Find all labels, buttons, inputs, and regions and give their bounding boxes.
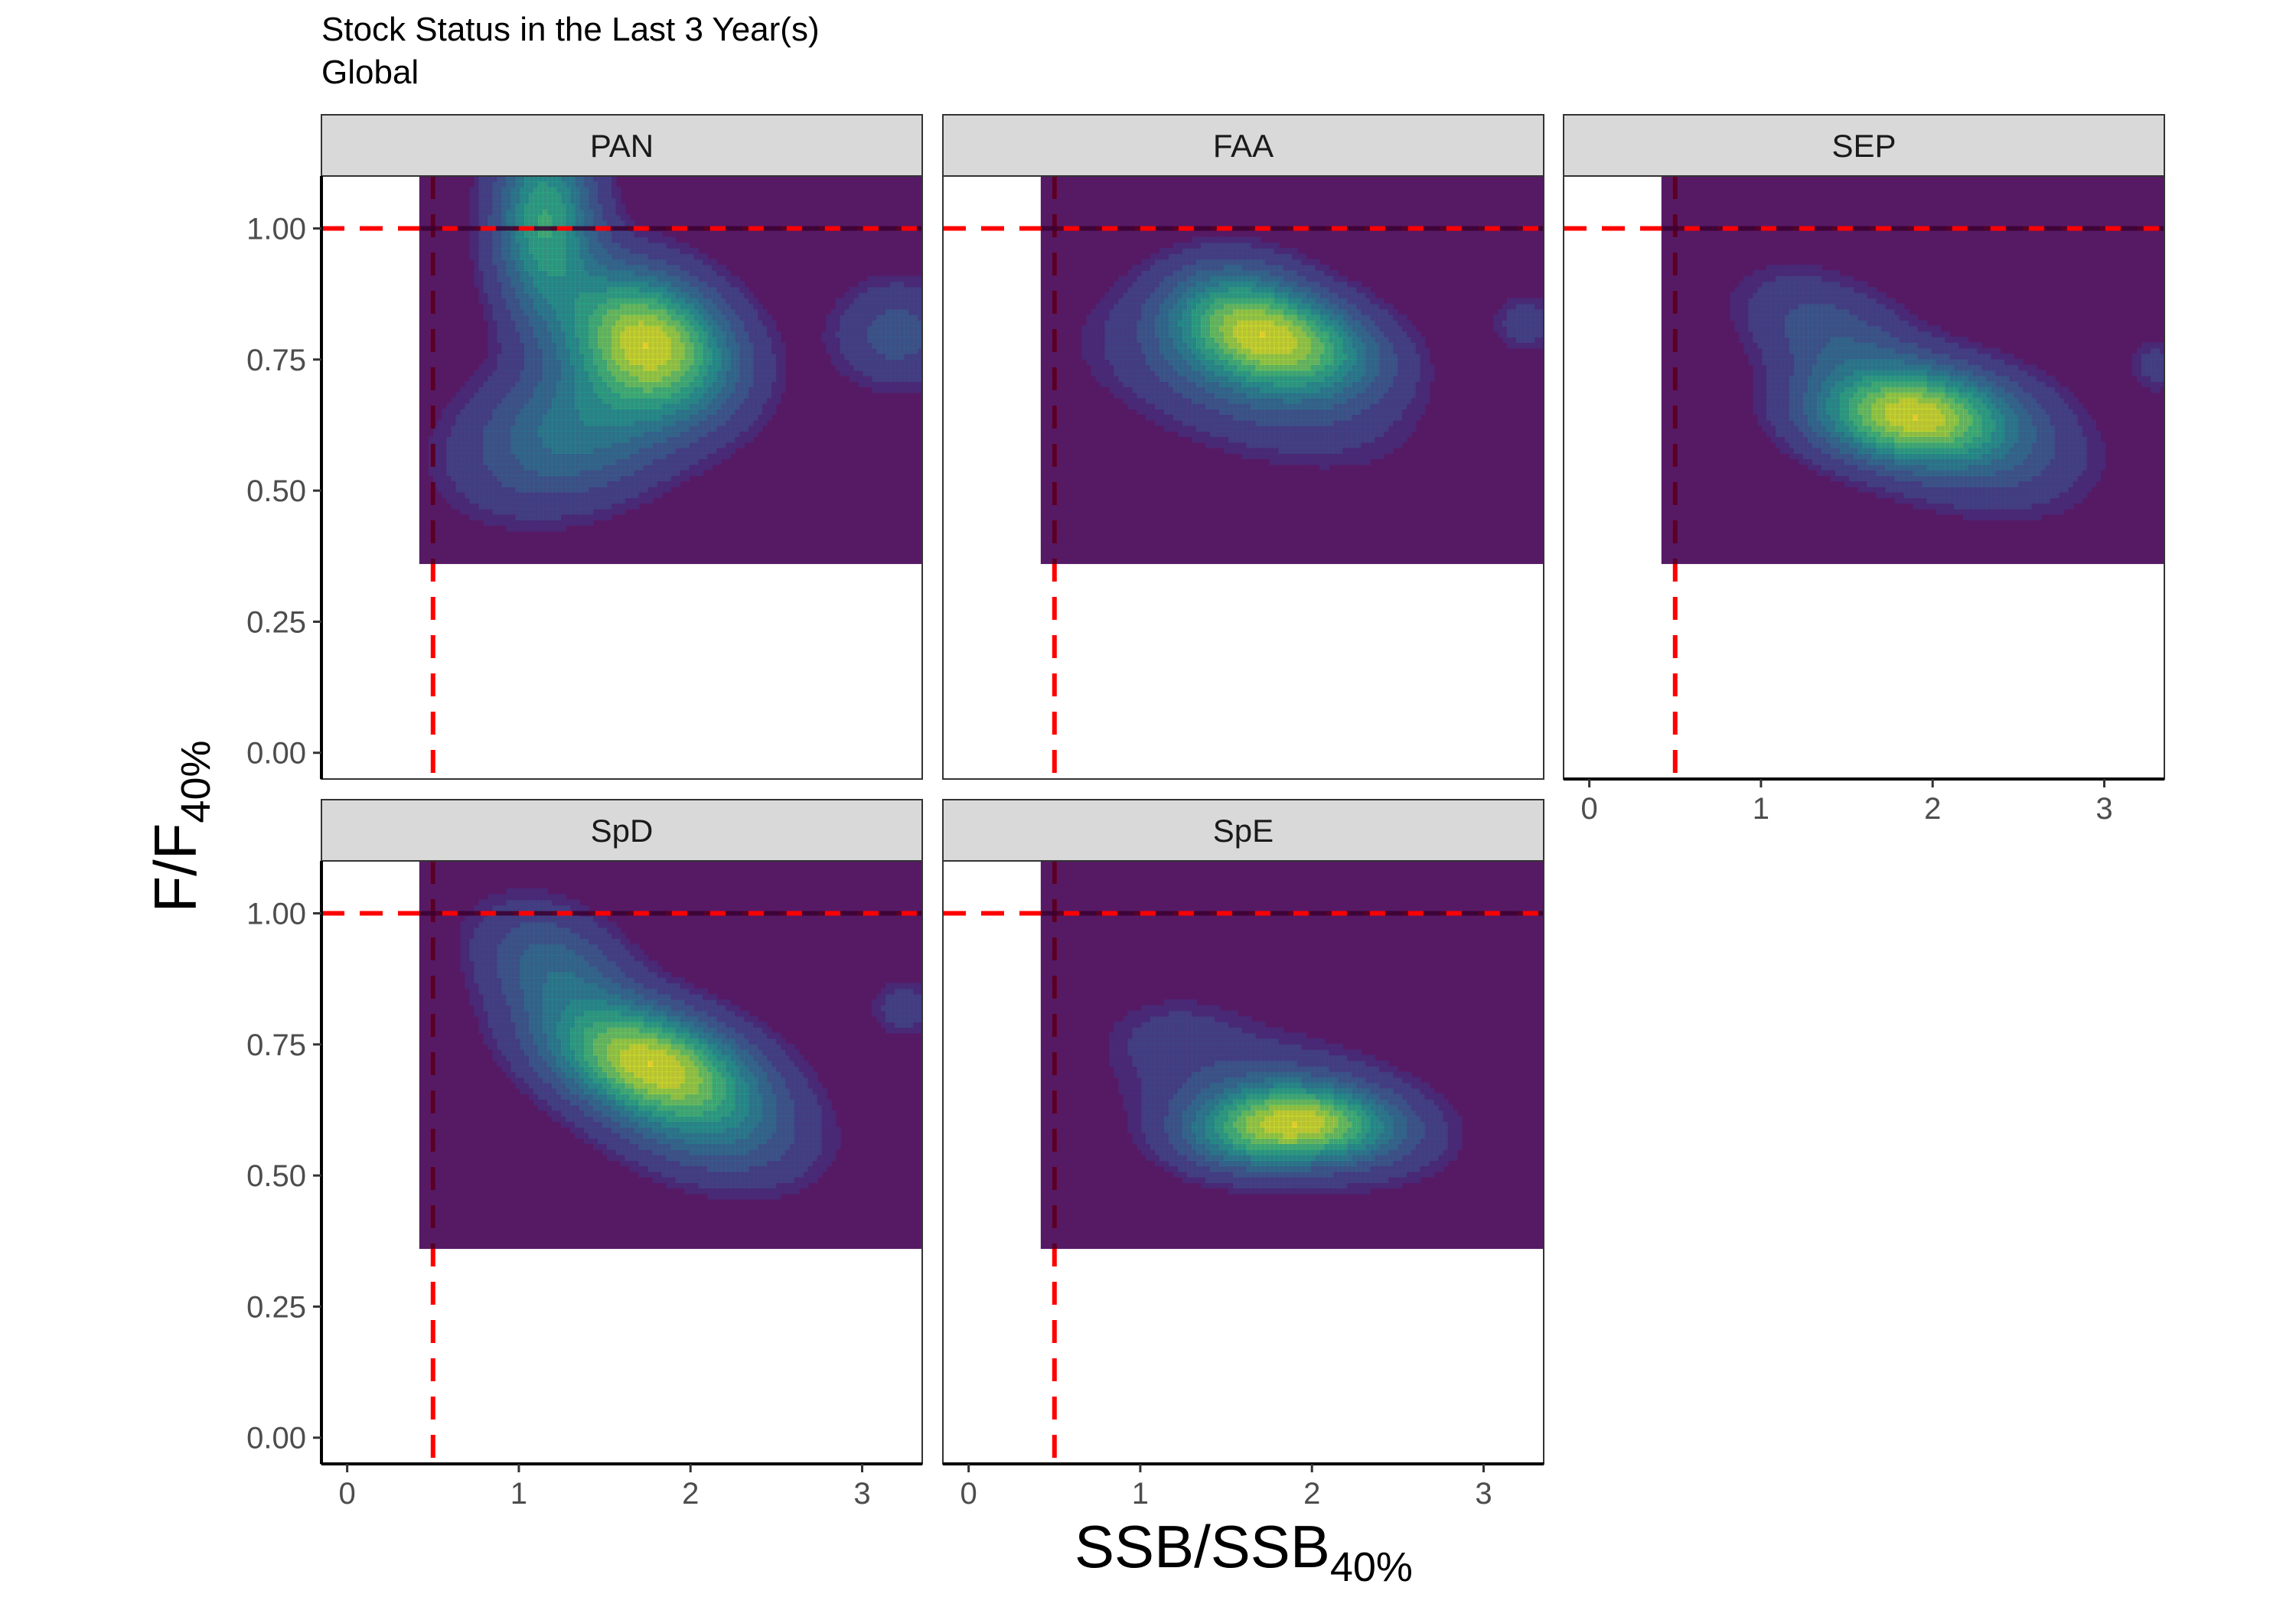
panel-spe: SpE 0 1 2 3	[942, 799, 1544, 1511]
panel-strip	[942, 114, 1544, 177]
panel-strip-label: SpD	[591, 813, 654, 849]
x-tick-label: 3	[2095, 792, 2112, 826]
plot-area	[943, 176, 1544, 779]
chart-title: Stock Status in the Last 3 Year(s)	[321, 11, 820, 48]
y-axis-title-subscript: 40%	[173, 740, 219, 823]
density-field	[1730, 264, 2164, 520]
panel-strip-label: PAN	[590, 128, 654, 164]
plot-area	[1564, 176, 2164, 779]
y-tick-label: 0.75	[246, 344, 306, 377]
x-tick-label: 2	[1303, 1477, 1320, 1511]
x-tick-label: 3	[853, 1477, 870, 1511]
y-tick-label: 0.25	[246, 605, 306, 639]
x-axis-title-main: SSB/SSB	[1075, 1513, 1330, 1580]
panel-sep: SEP 0 1 2 3	[1563, 114, 2165, 826]
y-tick-label: 0.00	[246, 737, 306, 771]
panel-strip-label: SEP	[1831, 128, 1896, 164]
panel-strip-label: SpE	[1213, 813, 1274, 849]
x-tick-label: 3	[1475, 1477, 1492, 1511]
density-field	[1081, 236, 1544, 471]
y-tick-label: 0.25	[246, 1290, 306, 1324]
panel-pan: PAN 0.00 0.25 0.50 0.75 1.00	[246, 114, 923, 780]
y-tick-label: 0.75	[246, 1028, 306, 1062]
density-field	[460, 888, 922, 1200]
density-field	[428, 176, 922, 532]
panel-faa: FAA	[942, 114, 1544, 780]
y-axis-title-main: F/F	[142, 823, 209, 913]
x-tick-label: 2	[1924, 792, 1941, 826]
y-tick-label: 0.50	[246, 1159, 306, 1193]
y-tick-label: 0.50	[246, 474, 306, 508]
panel-strip-label: FAA	[1213, 128, 1274, 164]
x-axis-title-subscript: 40%	[1330, 1544, 1413, 1590]
panel-spd: SpD 0.00 0.25 0.50 0.75 1.00 0 1 2 3	[246, 799, 923, 1511]
x-tick-label: 1	[1132, 1477, 1149, 1511]
x-axis-title: SSB/SSB40%	[1075, 1513, 1413, 1590]
plot-area	[943, 861, 1544, 1464]
x-tick-label: 1	[510, 1477, 527, 1511]
x-tick-label: 0	[1581, 792, 1598, 826]
density-field	[1109, 999, 1463, 1195]
y-tick-label: 0.00	[246, 1422, 306, 1455]
panel-strip	[1563, 114, 2165, 177]
x-tick-label: 0	[960, 1477, 977, 1511]
panel-border	[942, 175, 1544, 780]
panel-strip	[942, 799, 1544, 862]
chart-subtitle: Global	[321, 54, 419, 91]
y-axis-title: F/F40%	[142, 740, 219, 912]
x-tick-label: 0	[339, 1477, 356, 1511]
x-tick-label: 1	[1753, 792, 1769, 826]
plot-area	[321, 861, 922, 1464]
y-tick-label: 1.00	[246, 898, 306, 931]
x-tick-label: 2	[682, 1477, 699, 1511]
plot-area	[321, 176, 922, 779]
y-tick-label: 1.00	[246, 213, 306, 246]
